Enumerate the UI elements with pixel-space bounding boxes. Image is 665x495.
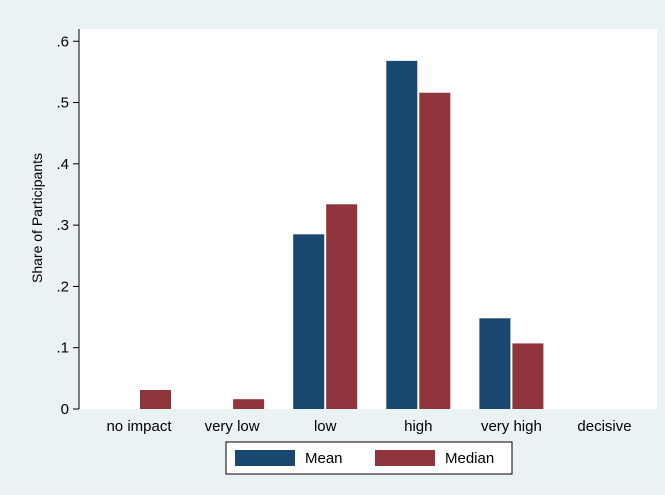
legend-label-median: Median — [445, 450, 494, 467]
y-axis-ticks: 0 .1 .2 .3 .4 .5 .6 — [56, 33, 79, 418]
y-tick-label: .1 — [56, 340, 69, 357]
legend-label-mean: Mean — [305, 450, 343, 467]
x-tick-label-very-high: very high — [481, 418, 542, 435]
bar-mean-high — [386, 60, 418, 409]
bar-mean-very-high — [479, 318, 511, 409]
y-tick-label: .5 — [56, 95, 69, 112]
x-tick-label-high: high — [404, 418, 432, 435]
x-tick-label-very-low: very low — [205, 418, 260, 435]
y-tick-label: 0 — [61, 401, 69, 418]
y-tick-label: .4 — [56, 156, 69, 173]
bar-median-high — [419, 92, 451, 409]
legend-swatch-mean — [235, 450, 295, 466]
x-tick-label-no-impact: no impact — [106, 418, 172, 435]
plot-area — [79, 29, 657, 409]
x-axis-ticks: no impact very low low high very high decisiv… — [106, 418, 631, 435]
y-tick-label: .6 — [56, 33, 69, 50]
bar-median-very-low — [233, 399, 265, 409]
bar-median-very-high — [512, 343, 544, 409]
legend: Mean Median — [225, 441, 513, 475]
bars-layer — [140, 60, 544, 409]
bar-median-low — [326, 204, 358, 409]
bar-mean-low — [293, 234, 325, 409]
y-axis-title: Share of Participants — [29, 153, 45, 283]
x-tick-label-low: low — [314, 418, 337, 435]
legend-swatch-median — [375, 450, 435, 466]
bar-median-no-impact — [140, 390, 171, 409]
x-tick-label-decisive: decisive — [577, 418, 631, 435]
y-tick-label: .2 — [56, 278, 69, 295]
y-tick-label: .3 — [56, 217, 69, 234]
